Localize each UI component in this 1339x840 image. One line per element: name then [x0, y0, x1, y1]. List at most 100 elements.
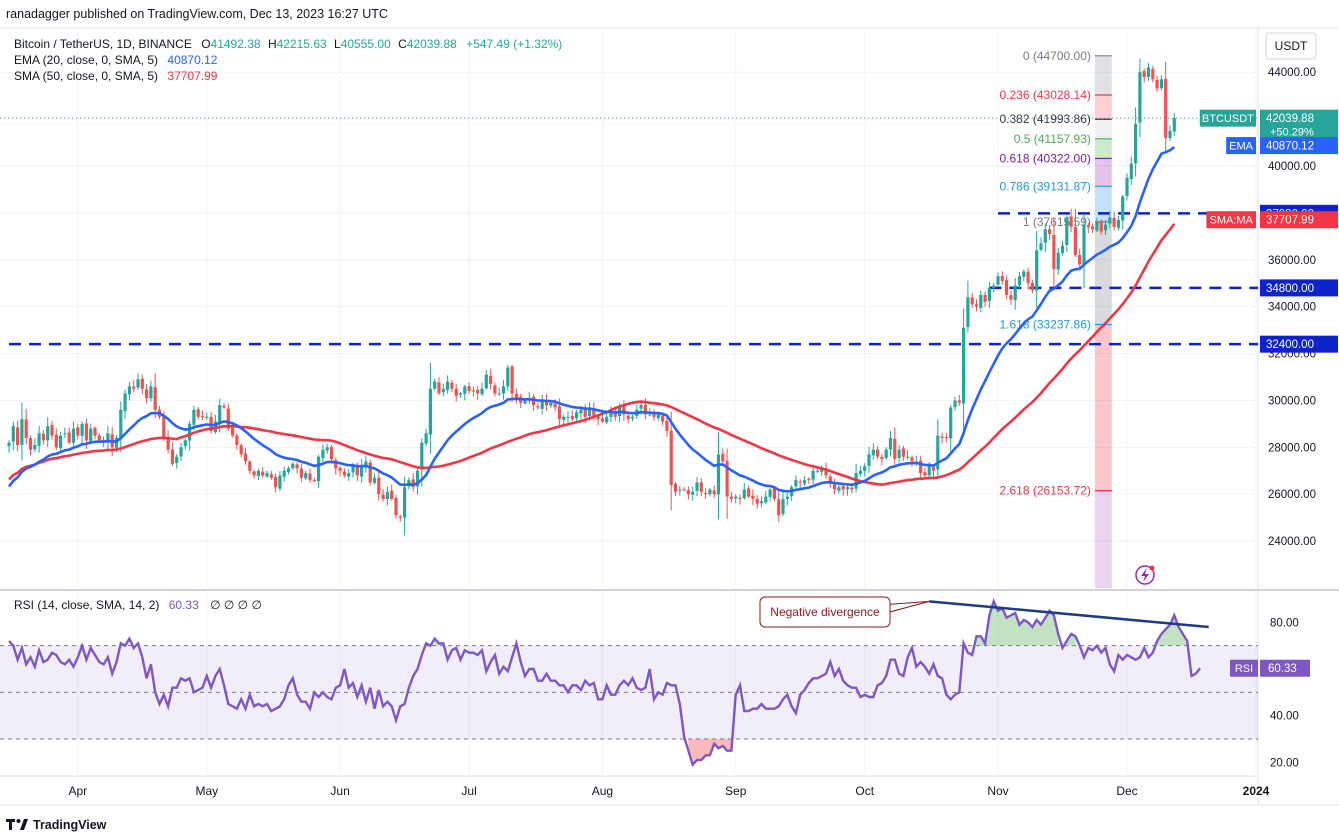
currency-label: USDT — [1275, 39, 1308, 53]
candle — [183, 438, 187, 450]
candle — [106, 426, 110, 450]
candle — [428, 362, 432, 454]
candle — [1073, 209, 1077, 257]
candle — [923, 467, 927, 478]
candle — [497, 388, 501, 396]
candle — [807, 477, 811, 484]
candle — [919, 456, 923, 479]
annotations[interactable]: Negative divergence — [759, 596, 1209, 629]
candle — [489, 369, 493, 390]
footer-brand: TradingView — [33, 818, 107, 832]
price-label-tag-bg — [1206, 211, 1256, 229]
rsi-legend[interactable]: RSI (14, close, SMA, 14, 2) 60.33 ∅ ∅ ∅ … — [14, 598, 262, 612]
candle — [562, 414, 566, 426]
candle — [1043, 223, 1047, 253]
ema20-line — [7, 146, 1176, 493]
currency-button[interactable] — [1265, 32, 1317, 60]
callout-box[interactable] — [759, 596, 891, 628]
close-value: 42039.88 — [407, 37, 457, 51]
divergence-trendline[interactable] — [929, 600, 1209, 629]
tradingview-logo-icon[interactable] — [6, 819, 28, 830]
candle — [338, 465, 342, 477]
candle — [243, 447, 248, 465]
candle — [996, 272, 1000, 287]
candle — [463, 384, 467, 401]
price-label-value: 40870.12 — [1266, 141, 1314, 153]
fib-level-label: 0.236 (43028.14) — [999, 88, 1090, 102]
candle — [179, 443, 183, 461]
candle — [252, 469, 256, 479]
candle — [1009, 290, 1013, 305]
candle — [901, 445, 905, 461]
candle — [54, 428, 58, 450]
price-label-bg — [1260, 279, 1338, 297]
price-label-tag[interactable]: 32400.00 — [1260, 335, 1338, 353]
price-label-tag[interactable]: 34800.00 — [1260, 279, 1338, 297]
candle — [454, 384, 458, 402]
rsi-tick-label: 20.00 — [1270, 757, 1299, 769]
sma50-line — [8, 223, 1176, 487]
lightning-icon[interactable] — [1135, 565, 1155, 585]
candle — [1164, 61, 1168, 152]
candle — [7, 440, 11, 453]
candle — [46, 417, 50, 448]
candle — [1095, 217, 1099, 233]
fib-zone — [1094, 324, 1112, 491]
candle — [798, 479, 802, 488]
candle — [304, 470, 308, 481]
candle — [549, 401, 553, 409]
price-tick-label: 28000.00 — [1268, 442, 1316, 454]
candle — [566, 411, 570, 423]
ema-legend[interactable]: EMA (20, close, 0, SMA, 5) 40870.12 — [14, 53, 218, 67]
candle — [140, 374, 144, 395]
fib-zone — [1094, 221, 1112, 325]
candle — [256, 468, 260, 481]
candle — [777, 489, 781, 523]
price-tick-label: 30000.00 — [1268, 395, 1316, 407]
candle — [1078, 248, 1082, 270]
fib-zone — [1094, 490, 1112, 588]
rsi-value-tag[interactable]: 60.33 RSI — [1230, 659, 1310, 677]
candle — [893, 427, 897, 465]
price-tick-label: 34000.00 — [1268, 302, 1316, 314]
candle — [863, 463, 867, 477]
candle — [274, 473, 278, 493]
price-label-value: 37707.99 — [1266, 215, 1314, 227]
time-tick-label: Dec — [1116, 784, 1137, 798]
price-label-tag[interactable]: 37707.99 SMA:MA — [1206, 211, 1338, 229]
sma-legend[interactable]: SMA (50, close, 0, SMA, 5) 37707.99 — [14, 69, 218, 83]
time-tick-label: Nov — [987, 784, 1008, 798]
candle — [63, 427, 67, 439]
time-tick-label: 2024 — [1243, 784, 1270, 798]
candle — [291, 462, 295, 470]
price-label-tag[interactable]: 40870.12 EMA — [1226, 137, 1338, 155]
candle — [205, 412, 209, 420]
candle — [347, 469, 351, 481]
candle — [768, 488, 772, 502]
time-axis[interactable]: Apr May Jun Jul Aug Sep Oct Nov Dec 2024 — [68, 784, 1269, 798]
candle — [89, 423, 93, 445]
horizontal-levels[interactable] — [0, 117, 1258, 346]
candle — [28, 435, 33, 456]
candle — [957, 394, 961, 406]
price-label-tag-text: BTCUSDT — [1202, 113, 1254, 125]
candle — [992, 282, 996, 293]
rsi-zone-fill — [1066, 634, 1076, 646]
grid — [0, 30, 1258, 774]
price-axis[interactable]: 24000.0026000.0028000.0030000.0032000.00… — [1199, 67, 1338, 548]
candle — [71, 421, 76, 446]
candle — [936, 419, 940, 479]
candle — [781, 490, 785, 517]
callout-pointer — [879, 600, 930, 614]
price-tick-label: 44000.00 — [1268, 67, 1316, 79]
time-tick-label: Jun — [330, 784, 349, 798]
candle — [308, 468, 312, 483]
candle — [802, 475, 807, 486]
fib-level-label: 0.382 (41993.86) — [999, 112, 1090, 126]
candle — [966, 280, 970, 333]
candle — [239, 443, 243, 458]
candle — [1035, 231, 1039, 308]
candle — [764, 490, 768, 505]
